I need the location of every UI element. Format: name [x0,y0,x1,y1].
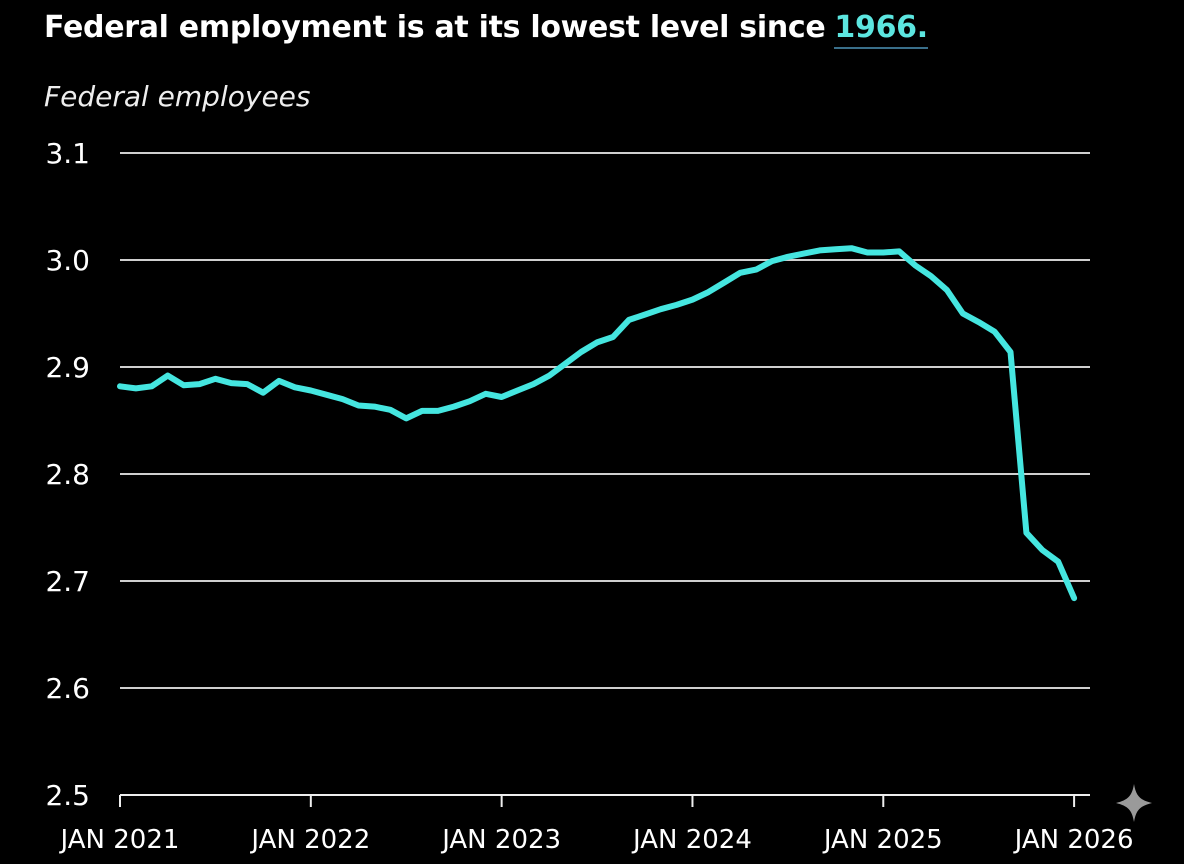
title-highlight: 1966. [834,10,928,49]
x-tick-label: JAN 2021 [59,825,180,855]
data-line [117,245,1078,602]
y-tick-label: 3.0 [45,244,90,277]
x-tick-label: JAN 2025 [822,825,943,855]
x-tick-label: JAN 2023 [440,825,561,855]
y-tick-label: 2.5 [45,779,90,812]
y-tick-label: 2.7 [45,565,90,598]
watermark-icon [1116,784,1152,822]
title-text: Federal employment is at its lowest leve… [44,10,826,45]
x-tick-label: JAN 2024 [631,825,752,855]
x-tick-label: JAN 2026 [1013,825,1134,855]
y-tick-label: 2.6 [45,672,90,705]
y-axis-label: Federal employees [44,80,311,113]
x-tick-label: JAN 2022 [249,825,370,855]
y-tick-label: 3.1 [45,137,90,170]
chart-title: Federal employment is at its lowest leve… [44,10,928,49]
y-tick-label: 2.8 [45,458,90,491]
y-tick-label: 2.9 [45,351,90,384]
